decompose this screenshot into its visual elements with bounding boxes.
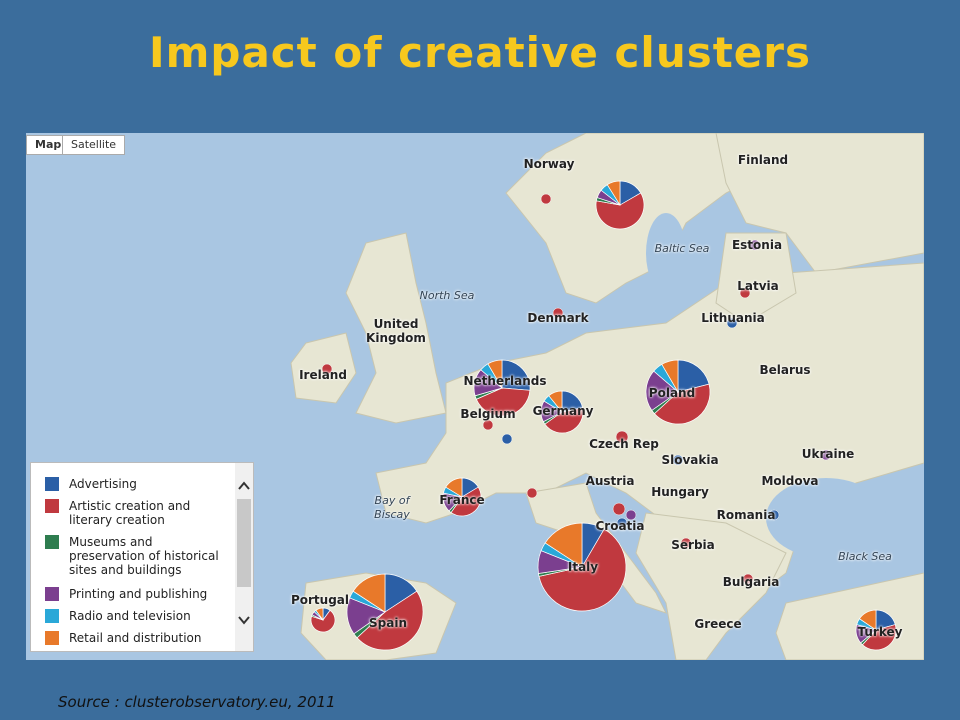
source-note: Source : clusterobservatory.eu, 2011	[58, 693, 336, 711]
pie-slice	[310, 609, 336, 633]
place-label: France	[439, 493, 485, 507]
pie-slice	[548, 390, 563, 413]
place-label: United Kingdom	[366, 317, 426, 345]
place-label: Spain	[369, 616, 407, 630]
pie-slice	[653, 383, 711, 425]
pie-slice	[606, 180, 621, 207]
place-label: Moldova	[761, 474, 819, 488]
map: Map Satellite Norway Finland Estonia Lat…	[26, 133, 924, 660]
scrollbar[interactable]	[235, 463, 253, 651]
pie-slice	[352, 573, 386, 613]
place-label: Lithuania	[701, 311, 765, 325]
pie-slice	[661, 359, 679, 394]
map-button[interactable]: Map	[26, 135, 71, 155]
legend: Advertising Artistic creation and literar…	[30, 462, 254, 652]
slide-title: Impact of creative clusters	[148, 28, 811, 77]
legend-label: Radio and television	[69, 609, 191, 623]
pie-slice	[677, 359, 710, 393]
place-label: Ukraine	[801, 447, 855, 461]
pie-slice	[487, 359, 503, 390]
pie-slice	[544, 522, 583, 568]
sea-label: Baltic Sea	[654, 242, 710, 255]
place-label: Slovakia	[661, 453, 719, 467]
place-label: Denmark	[527, 311, 589, 325]
pie-slice	[544, 407, 584, 434]
legend-label: Artistic creation and literary creation	[69, 499, 191, 527]
cluster-pies	[310, 180, 897, 651]
pie-slice	[501, 359, 531, 391]
place-label: Portugal	[290, 593, 350, 607]
pie-slice	[315, 607, 324, 622]
place-label: Poland	[648, 386, 696, 400]
pie-slice	[475, 387, 531, 417]
legend-label: Advertising	[69, 477, 137, 491]
legend-label: Museums and preservation of historical s…	[69, 535, 219, 577]
pie-slice	[450, 486, 482, 517]
place-label: Italy	[567, 560, 599, 574]
place-label: Turkey	[857, 625, 903, 639]
place-label: Croatia	[595, 519, 645, 533]
place-label: Germany	[532, 404, 594, 418]
pie-slice	[645, 370, 679, 411]
pie-slice	[861, 624, 897, 651]
place-label: Ireland	[299, 368, 347, 382]
place-label: Norway	[523, 157, 575, 171]
pie-slice	[858, 609, 877, 631]
scrollbar-graphic	[237, 481, 251, 625]
legend-swatch	[45, 587, 59, 601]
sea-label: Black Sea	[838, 550, 892, 563]
sea-label: Bay of Biscay	[374, 494, 410, 521]
place-label: Romania	[716, 508, 776, 522]
place-label: Latvia	[737, 279, 779, 293]
place-label: Czech Rep	[589, 437, 659, 451]
place-label: Bulgaria	[722, 575, 780, 589]
place-label: Hungary	[651, 485, 709, 499]
map-land	[290, 133, 924, 660]
place-label: Greece	[694, 617, 742, 631]
sea-label: North Sea	[419, 289, 475, 302]
legend-swatch	[45, 631, 59, 645]
place-label: Belarus	[759, 363, 811, 377]
legend-label: Retail and distribution	[69, 631, 202, 645]
legend-swatch	[45, 499, 59, 513]
legend-label: Printing and publishing	[69, 587, 208, 601]
place-label: Austria	[585, 474, 635, 488]
pie-slice	[595, 192, 645, 230]
place-label: Belgium	[460, 407, 516, 421]
legend-swatch	[45, 535, 59, 549]
pie-slice	[538, 528, 627, 612]
place-label: Serbia	[671, 538, 715, 552]
pie-slice	[445, 477, 463, 498]
place-label: Netherlands	[463, 374, 547, 388]
satellite-button[interactable]: Satellite	[62, 135, 126, 155]
legend-swatch	[45, 609, 59, 623]
place-label: Estonia	[731, 238, 783, 252]
place-label: Finland	[737, 153, 789, 167]
pie-slice	[356, 590, 424, 651]
legend-swatch	[45, 477, 59, 491]
